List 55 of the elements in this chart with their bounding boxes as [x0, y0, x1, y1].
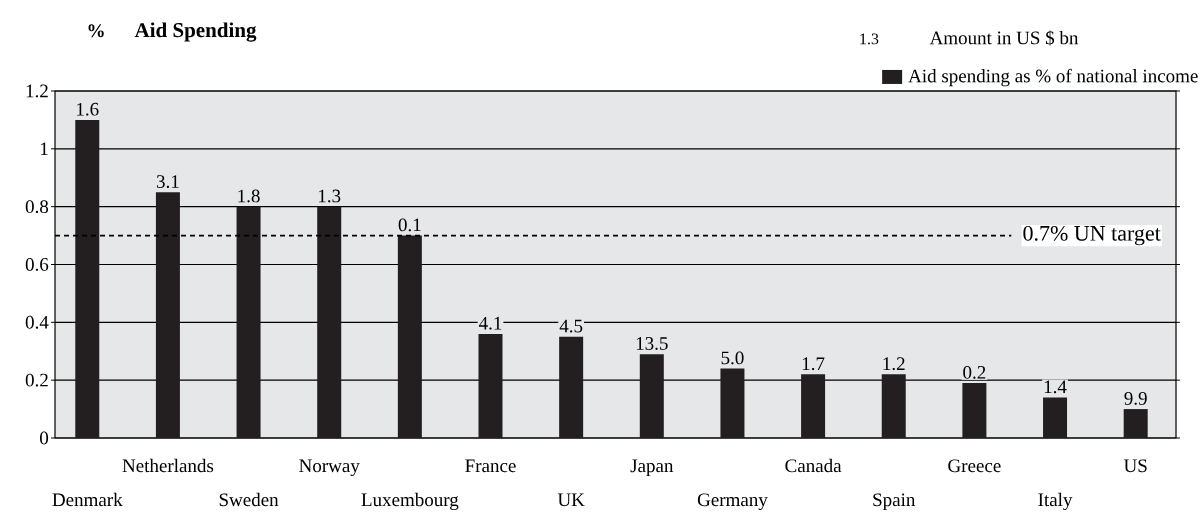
x-tick-label: Denmark	[52, 492, 123, 507]
bar	[639, 354, 664, 438]
bar	[881, 374, 906, 438]
y-tick-label: 0.2	[25, 373, 48, 387]
bar	[317, 206, 342, 438]
bar	[236, 206, 261, 438]
x-tick-label: Netherlands	[122, 458, 214, 473]
annotation: 1.8	[238, 189, 260, 203]
bar	[559, 336, 584, 438]
annotation: 1.6	[77, 102, 99, 116]
y-tick-label: 0.8	[25, 200, 49, 214]
annotation: 5.0	[721, 351, 744, 365]
annotation: 0.2	[963, 365, 986, 379]
y-axis-title: %	[88, 24, 104, 38]
y-tick-label: 0.4	[25, 315, 49, 329]
bar	[801, 374, 826, 438]
text: Amount in US $ bn	[929, 30, 1079, 46]
annotation: 4.5	[559, 319, 583, 333]
x-tick-label: Spain	[873, 493, 916, 511]
annotation: 1.3	[319, 189, 341, 203]
x-tick-label: Luxembourg	[361, 492, 459, 511]
annotation: 9.9	[1124, 392, 1147, 405]
text: 1.3	[860, 33, 879, 45]
bar	[720, 368, 745, 438]
bar	[478, 333, 503, 438]
legend-label: Aid spending as % of national income	[908, 68, 1198, 87]
x-tick-label: Norway	[299, 459, 360, 477]
y-tick-label: 0	[40, 431, 49, 445]
bar	[155, 192, 180, 438]
bar	[1123, 409, 1148, 438]
annotation: 4.1	[479, 316, 502, 330]
x-tick-label: Canada	[785, 458, 842, 473]
bar	[397, 235, 422, 438]
x-tick-label: UK	[557, 493, 585, 507]
annotation: 1.7	[802, 357, 825, 371]
annotation: 0.1	[398, 218, 421, 232]
bar	[962, 383, 987, 438]
annotation: 1.4	[1044, 380, 1067, 394]
y-tick-label: 1.2	[26, 84, 48, 98]
bar	[1043, 397, 1068, 438]
x-tick-label: Japan	[630, 459, 674, 477]
y-tick-label: 1	[40, 142, 48, 156]
annotation: 13.5	[636, 337, 668, 350]
x-tick-label: Greece	[948, 459, 1001, 473]
x-tick-label: Sweden	[219, 492, 279, 507]
x-tick-label: Italy	[1038, 492, 1073, 511]
x-tick-label: France	[465, 459, 516, 473]
x-tick-label: US	[1123, 459, 1147, 473]
x-tick-label: Germany	[697, 493, 768, 511]
bar	[75, 119, 100, 438]
ref-line-label: 0.7% UN target	[1023, 225, 1161, 246]
annotation: 3.1	[156, 175, 179, 188]
y-tick-label: 0.6	[25, 258, 49, 271]
chart-title: Aid Spending	[134, 22, 257, 42]
annotation: 1.2	[883, 357, 905, 371]
